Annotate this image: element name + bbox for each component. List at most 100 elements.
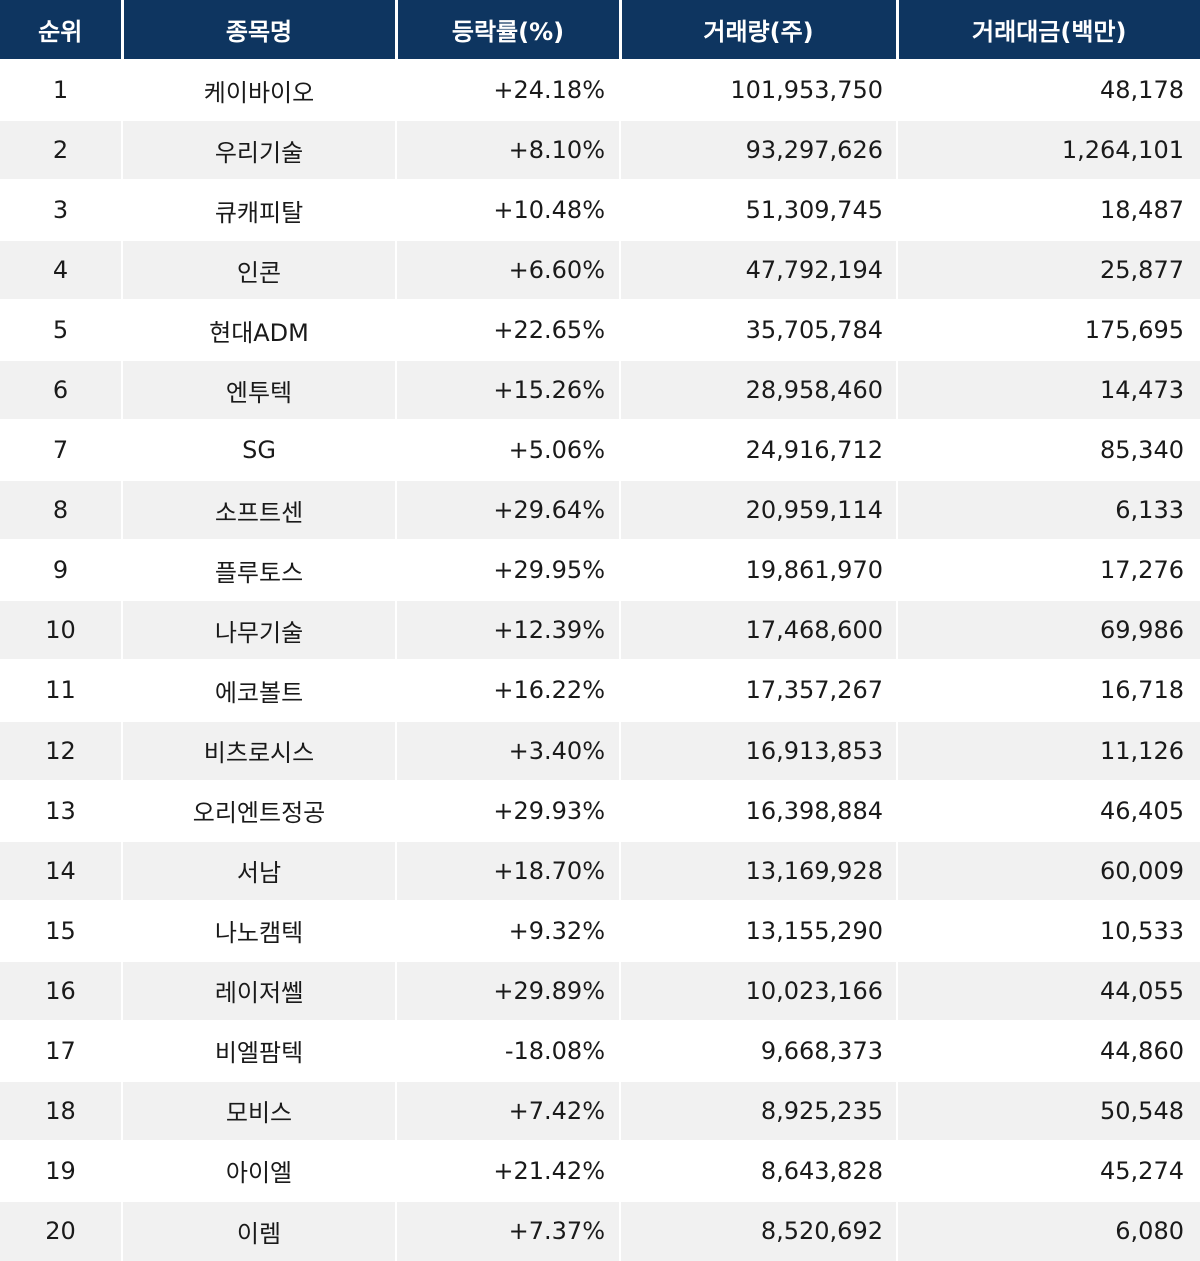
stock-name-cell: 에코볼트 bbox=[122, 660, 397, 722]
stock-name-cell: 큐캐피탈 bbox=[122, 180, 397, 242]
volume-cell: 10,023,166 bbox=[620, 960, 898, 1022]
table-row: 4 인콘 +6.60% 47,792,194 25,877 bbox=[0, 240, 1200, 302]
rank-cell: 6 bbox=[0, 360, 123, 422]
trading-value-cell: 44,860 bbox=[897, 1020, 1200, 1082]
trading-value-cell: 44,055 bbox=[897, 960, 1200, 1022]
stock-name-cell: 비엘팜텍 bbox=[122, 1020, 397, 1082]
change-rate-cell: -18.08% bbox=[396, 1020, 621, 1082]
change-rate-cell: +29.95% bbox=[396, 540, 621, 602]
column-header-volume: 거래량(주) bbox=[620, 0, 899, 61]
table-row: 6 엔투텍 +15.26% 28,958,460 14,473 bbox=[0, 360, 1200, 422]
stock-name-cell: 비츠로시스 bbox=[122, 720, 397, 782]
rank-cell: 13 bbox=[0, 780, 123, 842]
rank-cell: 1 bbox=[0, 60, 123, 122]
trading-value-cell: 6,133 bbox=[897, 480, 1200, 542]
stock-name-cell: 서남 bbox=[122, 840, 397, 902]
volume-cell: 17,468,600 bbox=[620, 600, 898, 662]
column-header-change-rate: 등락률(%) bbox=[396, 0, 622, 61]
stock-name-cell: 나노캠텍 bbox=[122, 900, 397, 962]
rank-cell: 5 bbox=[0, 300, 123, 362]
volume-cell: 8,643,828 bbox=[620, 1140, 898, 1202]
stock-name-cell: 오리엔트정공 bbox=[122, 780, 397, 842]
stock-name-cell: 레이저쎌 bbox=[122, 960, 397, 1022]
volume-cell: 8,520,692 bbox=[620, 1200, 898, 1261]
table-row: 7 SG +5.06% 24,916,712 85,340 bbox=[0, 420, 1200, 482]
trading-value-cell: 18,487 bbox=[897, 180, 1200, 242]
rank-cell: 17 bbox=[0, 1020, 123, 1082]
stock-name-cell: 엔투텍 bbox=[122, 360, 397, 422]
trading-value-cell: 16,718 bbox=[897, 660, 1200, 722]
change-rate-cell: +18.70% bbox=[396, 840, 621, 902]
stock-name-cell: SG bbox=[122, 420, 397, 482]
change-rate-cell: +10.48% bbox=[396, 180, 621, 242]
trading-value-cell: 50,548 bbox=[897, 1080, 1200, 1142]
table-row: 10 나무기술 +12.39% 17,468,600 69,986 bbox=[0, 600, 1200, 662]
rank-cell: 8 bbox=[0, 480, 123, 542]
change-rate-cell: +6.60% bbox=[396, 240, 621, 302]
volume-cell: 8,925,235 bbox=[620, 1080, 898, 1142]
trading-value-cell: 69,986 bbox=[897, 600, 1200, 662]
table-row: 1 케이바이오 +24.18% 101,953,750 48,178 bbox=[0, 60, 1200, 122]
table-body: 1 케이바이오 +24.18% 101,953,750 48,178 2 우리기술 +8.10… bbox=[0, 60, 1200, 1261]
table-row: 12 비츠로시스 +3.40% 16,913,853 11,126 bbox=[0, 720, 1200, 782]
rank-cell: 12 bbox=[0, 720, 123, 782]
change-rate-cell: +21.42% bbox=[396, 1140, 621, 1202]
table-row: 16 레이저쎌 +29.89% 10,023,166 44,055 bbox=[0, 960, 1200, 1022]
change-rate-cell: +29.64% bbox=[396, 480, 621, 542]
rank-cell: 3 bbox=[0, 180, 123, 242]
table-row: 13 오리엔트정공 +29.93% 16,398,884 46,405 bbox=[0, 780, 1200, 842]
change-rate-cell: +15.26% bbox=[396, 360, 621, 422]
table-row: 14 서남 +18.70% 13,169,928 60,009 bbox=[0, 840, 1200, 902]
trading-value-cell: 48,178 bbox=[897, 60, 1200, 122]
table-row: 5 현대ADM +22.65% 35,705,784 175,695 bbox=[0, 300, 1200, 362]
trading-value-cell: 85,340 bbox=[897, 420, 1200, 482]
volume-cell: 9,668,373 bbox=[620, 1020, 898, 1082]
change-rate-cell: +12.39% bbox=[396, 600, 621, 662]
volume-cell: 20,959,114 bbox=[620, 480, 898, 542]
trading-value-cell: 46,405 bbox=[897, 780, 1200, 842]
volume-cell: 19,861,970 bbox=[620, 540, 898, 602]
rank-cell: 18 bbox=[0, 1080, 123, 1142]
volume-cell: 17,357,267 bbox=[620, 660, 898, 722]
volume-cell: 35,705,784 bbox=[620, 300, 898, 362]
trading-value-cell: 6,080 bbox=[897, 1200, 1200, 1261]
header-row: 순위 종목명 등락률(%) 거래량(주) 거래대금(백만) bbox=[0, 0, 1200, 61]
stock-name-cell: 소프트센 bbox=[122, 480, 397, 542]
change-rate-cell: +24.18% bbox=[396, 60, 621, 122]
rank-cell: 10 bbox=[0, 600, 123, 662]
stock-name-cell: 우리기술 bbox=[122, 120, 397, 182]
stock-name-cell: 나무기술 bbox=[122, 600, 397, 662]
table-row: 9 플루토스 +29.95% 19,861,970 17,276 bbox=[0, 540, 1200, 602]
trading-value-cell: 11,126 bbox=[897, 720, 1200, 782]
volume-cell: 16,913,853 bbox=[620, 720, 898, 782]
change-rate-cell: +7.42% bbox=[396, 1080, 621, 1142]
table-row: 15 나노캠텍 +9.32% 13,155,290 10,533 bbox=[0, 900, 1200, 962]
rank-cell: 7 bbox=[0, 420, 123, 482]
table-row: 19 아이엘 +21.42% 8,643,828 45,274 bbox=[0, 1140, 1200, 1202]
stock-name-cell: 플루토스 bbox=[122, 540, 397, 602]
trading-value-cell: 175,695 bbox=[897, 300, 1200, 362]
change-rate-cell: +22.65% bbox=[396, 300, 621, 362]
table-row: 2 우리기술 +8.10% 93,297,626 1,264,101 bbox=[0, 120, 1200, 182]
trading-value-cell: 10,533 bbox=[897, 900, 1200, 962]
volume-cell: 47,792,194 bbox=[620, 240, 898, 302]
rank-cell: 14 bbox=[0, 840, 123, 902]
table-row: 3 큐캐피탈 +10.48% 51,309,745 18,487 bbox=[0, 180, 1200, 242]
change-rate-cell: +9.32% bbox=[396, 900, 621, 962]
table-row: 17 비엘팜텍 -18.08% 9,668,373 44,860 bbox=[0, 1020, 1200, 1082]
volume-cell: 28,958,460 bbox=[620, 360, 898, 422]
volume-cell: 51,309,745 bbox=[620, 180, 898, 242]
table-row: 20 이렘 +7.37% 8,520,692 6,080 bbox=[0, 1200, 1200, 1261]
table-row: 11 에코볼트 +16.22% 17,357,267 16,718 bbox=[0, 660, 1200, 722]
rank-cell: 11 bbox=[0, 660, 123, 722]
change-rate-cell: +8.10% bbox=[396, 120, 621, 182]
volume-cell: 101,953,750 bbox=[620, 60, 898, 122]
trading-value-cell: 25,877 bbox=[897, 240, 1200, 302]
rank-cell: 16 bbox=[0, 960, 123, 1022]
volume-cell: 13,169,928 bbox=[620, 840, 898, 902]
change-rate-cell: +29.89% bbox=[396, 960, 621, 1022]
change-rate-cell: +3.40% bbox=[396, 720, 621, 782]
trading-value-cell: 45,274 bbox=[897, 1140, 1200, 1202]
stock-name-cell: 현대ADM bbox=[122, 300, 397, 362]
